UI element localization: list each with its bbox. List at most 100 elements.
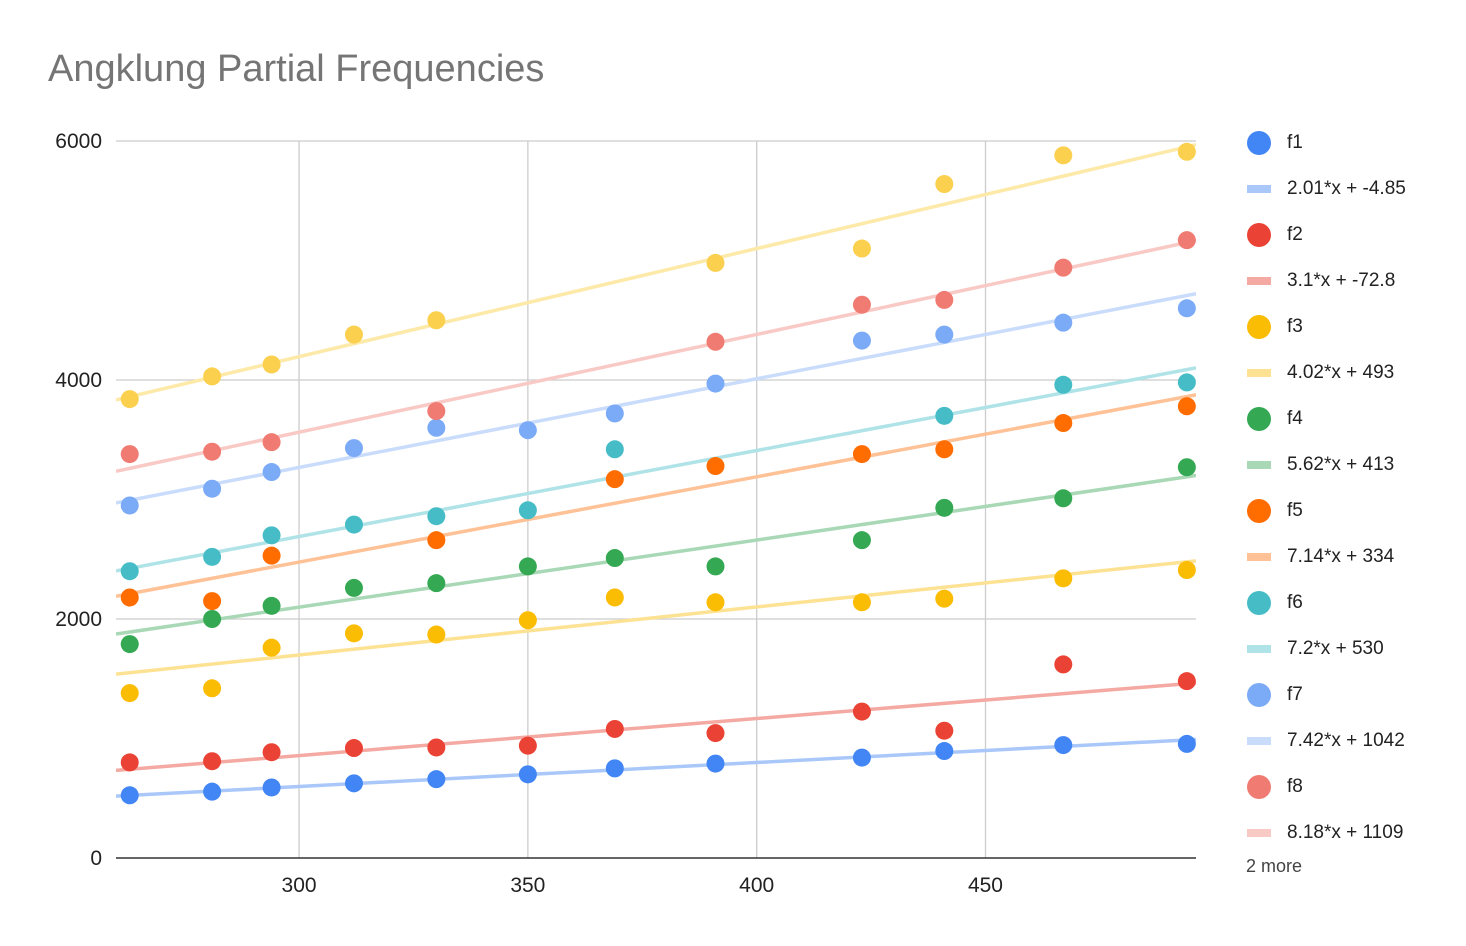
legend-line-marker [1247,645,1271,653]
data-point [344,325,363,344]
data-point [427,574,446,593]
legend-item-series: f4 [1244,396,1459,442]
grid [116,140,1196,858]
legend-marker [1247,591,1271,615]
data-point [427,738,446,757]
data-point [427,507,446,526]
data-point [706,724,725,743]
data-point [1177,142,1196,161]
legend-marker [1247,407,1271,431]
x-tick-label: 350 [510,874,545,897]
data-point [518,421,537,440]
data-point [605,470,624,489]
data-point [120,390,139,409]
data-point [1177,299,1196,318]
data-point [706,374,725,393]
axes: 0 2000 4000 6000 300 350 400 450 [55,130,1196,897]
data-point [605,588,624,607]
data-point [203,367,222,386]
data-point [427,402,446,421]
legend-item-trendline: 7.42*x + 1042 [1244,718,1459,764]
y-tick-label: 0 [90,847,102,870]
data-point [935,742,954,761]
data-point [1054,258,1073,277]
legend-label: 3.1*x + -72.8 [1287,270,1396,291]
data-point [852,702,871,721]
legend: f1 2.01*x + -4.85 f2 3.1*x + -72.8 f3 4.02*x … [1244,120,1459,877]
data-point [518,765,537,784]
legend-marker [1247,499,1271,523]
x-tick-label: 400 [739,874,774,897]
trendline [116,366,1196,573]
legend-line-marker [1247,461,1271,469]
legend-label: f1 [1287,132,1303,153]
legend-more-link[interactable]: 2 more [1246,856,1303,876]
data-point [427,531,446,550]
legend-marker [1247,131,1271,155]
data-point [1054,655,1073,674]
legend-item-trendline: 3.1*x + -72.8 [1244,258,1459,304]
data-point [1054,569,1073,588]
data-point [935,498,954,517]
data-point [1054,146,1073,165]
legend-label: f7 [1287,684,1303,705]
data-point [203,592,222,611]
data-point [852,531,871,550]
legend-item-trendline: 4.02*x + 493 [1244,350,1459,396]
data-point [344,439,363,458]
data-point [120,684,139,703]
legend-label: f6 [1287,592,1303,613]
data-point [262,463,281,482]
data-point [935,175,954,194]
data-point [1177,373,1196,392]
data-point [1177,231,1196,250]
legend-marker [1247,223,1271,247]
chart-title: Angklung Partial Frequencies [48,48,545,90]
legend-item-series: f5 [1244,488,1459,534]
data-point [203,782,222,801]
trendline [116,737,1196,798]
data-point [262,778,281,797]
data-point [852,295,871,314]
trendline [116,238,1196,474]
data-point [706,332,725,351]
y-tick-label: 6000 [55,130,102,153]
data-point [262,596,281,615]
trendline [116,393,1196,598]
data-point [1177,734,1196,753]
y-tick-label: 2000 [55,608,102,631]
trendline [116,143,1196,402]
data-point [935,721,954,740]
data-point [262,433,281,452]
data-point [1054,414,1073,433]
data-point [935,440,954,459]
data-point [1177,397,1196,416]
data-point [605,404,624,423]
legend-label: 8.18*x + 1109 [1287,822,1404,843]
data-point [518,501,537,520]
legend-item-series: f1 [1244,120,1459,166]
data-point [262,526,281,545]
data-point [1054,313,1073,332]
data-point [852,239,871,258]
legend-line-marker [1247,185,1271,193]
legend-item-trendline: 5.62*x + 413 [1244,442,1459,488]
data-point [518,611,537,630]
data-point [427,418,446,437]
data-point [1054,736,1073,755]
data-point [262,638,281,657]
data-point [262,546,281,565]
data-point [1177,458,1196,477]
legend-label: 4.02*x + 493 [1287,362,1395,383]
data-point [344,578,363,597]
data-point [427,625,446,644]
data-point [344,624,363,643]
data-point [605,440,624,459]
legend-item-series: f2 [1244,212,1459,258]
data-point [203,610,222,628]
data-point [120,496,139,515]
x-tick-label: 300 [282,874,317,897]
data-point [935,290,954,309]
legend-label: f8 [1287,776,1303,797]
